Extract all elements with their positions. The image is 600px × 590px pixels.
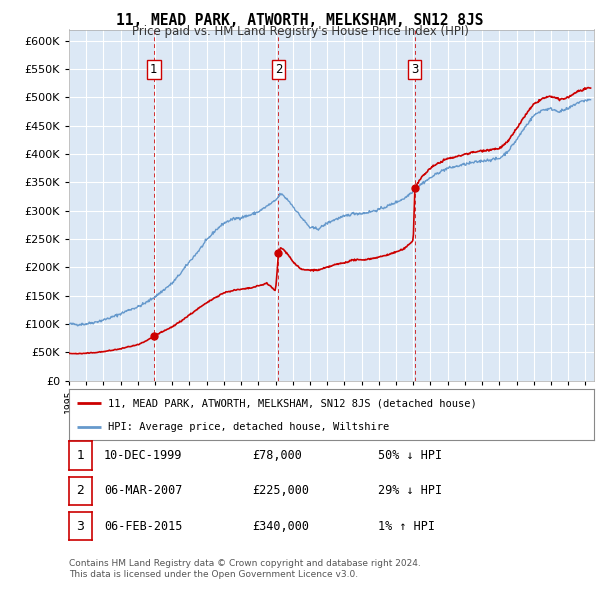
Text: 11, MEAD PARK, ATWORTH, MELKSHAM, SN12 8JS (detached house): 11, MEAD PARK, ATWORTH, MELKSHAM, SN12 8… xyxy=(109,398,477,408)
Text: £78,000: £78,000 xyxy=(252,449,302,462)
Text: 11, MEAD PARK, ATWORTH, MELKSHAM, SN12 8JS: 11, MEAD PARK, ATWORTH, MELKSHAM, SN12 8… xyxy=(116,13,484,28)
Text: 3: 3 xyxy=(76,520,85,533)
Text: 29% ↓ HPI: 29% ↓ HPI xyxy=(378,484,442,497)
Text: This data is licensed under the Open Government Licence v3.0.: This data is licensed under the Open Gov… xyxy=(69,571,358,579)
Text: 06-MAR-2007: 06-MAR-2007 xyxy=(104,484,182,497)
Text: 06-FEB-2015: 06-FEB-2015 xyxy=(104,520,182,533)
Text: 1% ↑ HPI: 1% ↑ HPI xyxy=(378,520,435,533)
Text: Contains HM Land Registry data © Crown copyright and database right 2024.: Contains HM Land Registry data © Crown c… xyxy=(69,559,421,568)
Text: 1: 1 xyxy=(76,449,85,462)
Text: 3: 3 xyxy=(411,63,418,76)
Text: 50% ↓ HPI: 50% ↓ HPI xyxy=(378,449,442,462)
Text: Price paid vs. HM Land Registry's House Price Index (HPI): Price paid vs. HM Land Registry's House … xyxy=(131,25,469,38)
Text: 2: 2 xyxy=(275,63,282,76)
Text: 2: 2 xyxy=(76,484,85,497)
Text: £225,000: £225,000 xyxy=(252,484,309,497)
Text: £340,000: £340,000 xyxy=(252,520,309,533)
Text: 1: 1 xyxy=(150,63,158,76)
Text: 10-DEC-1999: 10-DEC-1999 xyxy=(104,449,182,462)
Text: HPI: Average price, detached house, Wiltshire: HPI: Average price, detached house, Wilt… xyxy=(109,422,389,432)
